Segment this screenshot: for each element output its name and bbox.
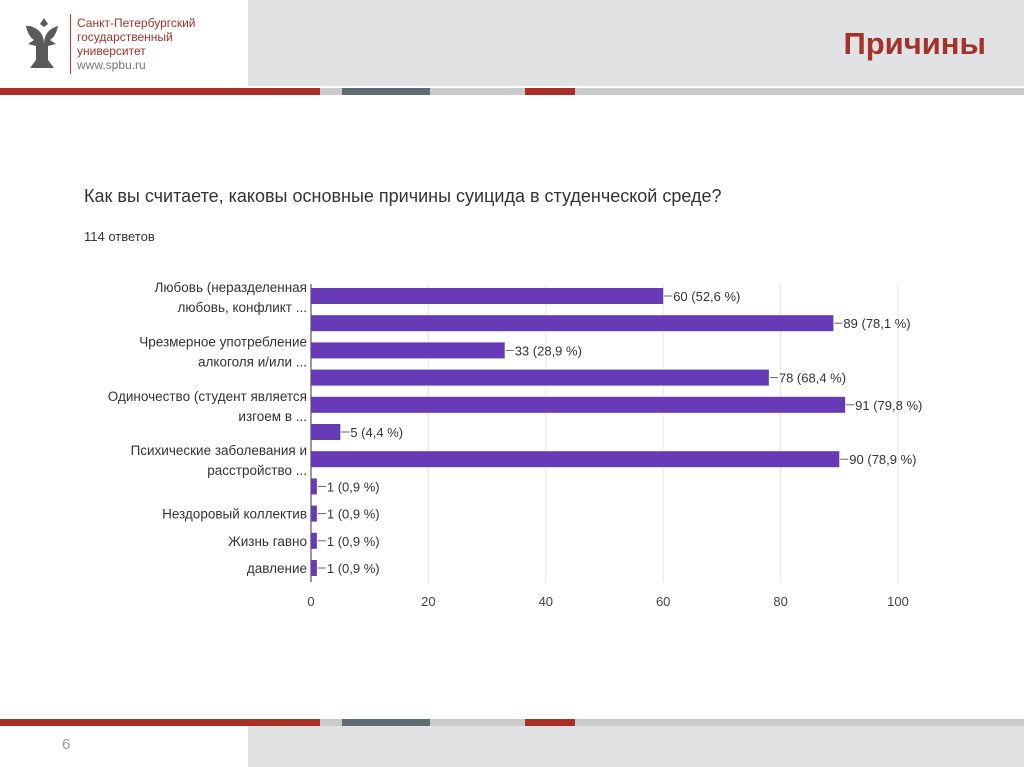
- category-label: Жизнь гавно: [228, 534, 307, 549]
- category-label: Психические заболевания и: [131, 443, 307, 458]
- bar: [311, 288, 664, 304]
- eagle-emblem-icon: [26, 18, 58, 68]
- bar: [311, 478, 317, 495]
- logo-text: Санкт-Петербургский государственный унив…: [77, 16, 196, 72]
- data-label: 1 (0,9 %): [327, 507, 380, 522]
- bar: [311, 315, 834, 332]
- bar: [311, 451, 840, 468]
- header-background: [248, 0, 1024, 86]
- bar: [311, 532, 317, 549]
- bar: [311, 396, 846, 413]
- bar: [311, 424, 341, 440]
- category-label: давление: [247, 561, 307, 576]
- x-tick-label: 60: [656, 594, 670, 609]
- footer-stripe: [0, 719, 1024, 726]
- data-label: 89 (78,1 %): [843, 316, 910, 331]
- data-label: 91 (79,8 %): [855, 398, 922, 413]
- x-tick-label: 100: [887, 594, 909, 609]
- bar: [311, 560, 317, 576]
- category-label: Нездоровый коллектив: [162, 507, 307, 522]
- footer-background: [248, 726, 1024, 767]
- university-url: www.spbu.ru: [77, 58, 146, 72]
- x-tick-label: 20: [421, 594, 435, 609]
- page-number: 6: [62, 736, 71, 753]
- university-line: университет: [77, 44, 146, 58]
- university-line: Санкт-Петербургский: [77, 16, 196, 30]
- category-label: алкоголя и/или ...: [198, 354, 307, 369]
- logo-divider: [70, 14, 71, 74]
- university-line: государственный: [77, 30, 173, 44]
- x-tick-label: 80: [773, 594, 787, 609]
- data-label: 1 (0,9 %): [327, 479, 380, 494]
- answers-count: 114 ответов: [84, 229, 155, 244]
- data-label: 90 (78,9 %): [849, 452, 916, 467]
- category-label: Одиночество (студент является: [108, 389, 307, 404]
- data-label: 5 (4,4 %): [350, 425, 403, 440]
- category-label: расстройство ...: [207, 463, 307, 478]
- header-stripe: [0, 88, 1024, 95]
- data-label: 1 (0,9 %): [327, 534, 380, 549]
- category-label: любовь, конфликт ...: [178, 300, 307, 315]
- data-label: 78 (68,4 %): [779, 371, 846, 386]
- bar: [311, 505, 317, 522]
- spbu-logo: Санкт-Петербургский государственный унив…: [22, 12, 196, 76]
- data-label: 1 (0,9 %): [327, 561, 380, 576]
- category-label: Чрезмерное употребление: [139, 334, 307, 349]
- x-tick-label: 0: [307, 594, 314, 609]
- category-label: изгоем в ...: [238, 409, 307, 424]
- data-label: 60 (52,6 %): [673, 289, 740, 304]
- bar: [311, 342, 505, 359]
- slide-title: Причины: [843, 26, 986, 61]
- question-title: Как вы считаете, каковы основные причины…: [84, 186, 722, 206]
- x-tick-label: 40: [539, 594, 553, 609]
- data-label: 33 (28,9 %): [515, 343, 582, 358]
- bar: [311, 369, 769, 386]
- category-label: Любовь (неразделенная: [155, 280, 307, 295]
